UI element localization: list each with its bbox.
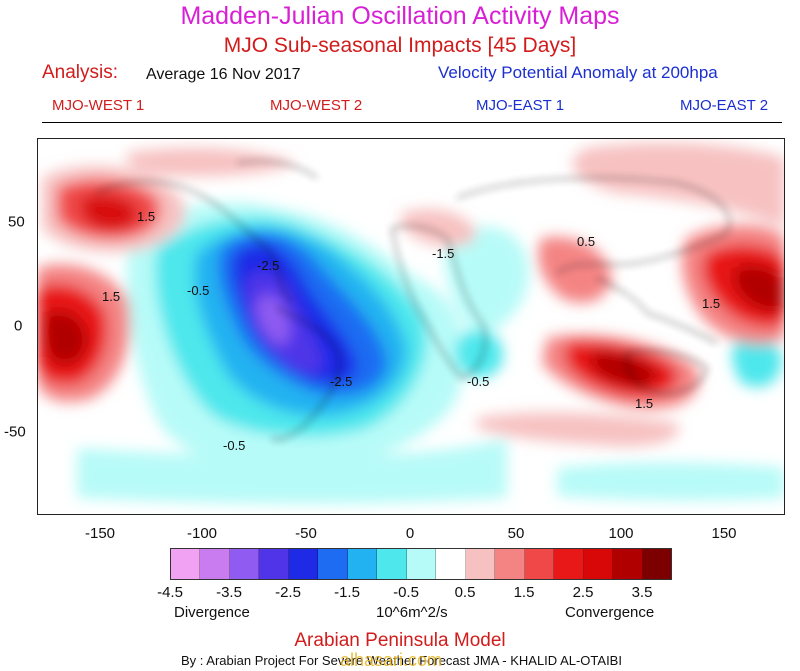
colorbar-tick-label: 3.5 xyxy=(631,584,653,601)
units-label: 10^6m^2/s xyxy=(376,604,448,621)
lat-tick-label: 0 xyxy=(14,317,23,335)
colorbar-swatch xyxy=(171,549,201,579)
contour-label: 0.5 xyxy=(577,234,595,249)
velocity-potential-map: 1.5 -2.5 -0.5 1.5 -2.5 -0.5 -0.5 1.5 1.5… xyxy=(37,138,785,515)
lon-tick-label: 100 xyxy=(608,525,634,542)
colorbar-swatch xyxy=(465,549,496,579)
map-frame xyxy=(37,138,785,515)
analysis-label: Analysis: xyxy=(42,62,119,83)
coastlines xyxy=(96,160,730,441)
divergence-label: Divergence xyxy=(174,604,250,621)
contour-label: -2.5 xyxy=(257,258,279,273)
header-divider xyxy=(42,122,782,123)
colorbar-swatch xyxy=(288,549,319,579)
contour-label: -1.5 xyxy=(432,246,454,261)
phase-label-west-2: MJO-WEST 2 xyxy=(270,97,363,114)
colorbar-swatch xyxy=(495,549,525,579)
contour-labels: 1.5 -2.5 -0.5 1.5 -2.5 -0.5 -0.5 1.5 1.5… xyxy=(102,209,720,453)
colorbar-swatch xyxy=(377,549,407,579)
colorbar-swatch xyxy=(524,549,555,579)
lon-tick-label: -50 xyxy=(295,525,317,542)
colorbar-tick-label: -0.5 xyxy=(393,584,419,601)
contour-label: -2.5 xyxy=(330,374,352,389)
colorbar-swatch xyxy=(229,549,260,579)
colorbar-tick-label: -4.5 xyxy=(157,584,183,601)
colorbar-tick-label: -3.5 xyxy=(216,584,242,601)
colorbar-swatch xyxy=(259,549,289,579)
contour-label: -0.5 xyxy=(223,438,245,453)
contour-label: 1.5 xyxy=(102,289,120,304)
anomaly-field xyxy=(37,142,785,504)
colorbar-swatch xyxy=(347,549,378,579)
colorbar-tick-label: 0.5 xyxy=(454,584,476,601)
colorbar-tick-label: 2.5 xyxy=(572,584,594,601)
colorbar-swatch xyxy=(200,549,230,579)
colorbar-swatch xyxy=(583,549,614,579)
contour-label: 1.5 xyxy=(137,209,155,224)
contour-label: -0.5 xyxy=(187,283,209,298)
lon-tick-label: -100 xyxy=(186,525,218,542)
convergence-label: Convergence xyxy=(565,604,655,621)
colorbar-swatch xyxy=(318,549,348,579)
watermark: alhasari.com xyxy=(340,650,443,670)
model-name: Arabian Peninsula Model xyxy=(294,630,506,651)
field-label: Velocity Potential Anomaly at 200hpa xyxy=(438,63,718,82)
contour-label: 1.5 xyxy=(702,296,720,311)
lon-tick-label: -150 xyxy=(84,525,116,542)
phase-label-east-2: MJO-EAST 2 xyxy=(680,97,769,114)
colorbar-swatch xyxy=(642,549,671,579)
map-title: Madden-Julian Oscillation Activity Maps xyxy=(180,2,620,30)
phase-label-east-1: MJO-EAST 1 xyxy=(476,97,565,114)
colorbar-tick-label: 1.5 xyxy=(513,584,535,601)
colorbar-swatch xyxy=(554,549,584,579)
phase-label-west-1: MJO-WEST 1 xyxy=(52,97,145,114)
lon-tick-label: 150 xyxy=(711,525,737,542)
lon-tick-label: 50 xyxy=(507,525,525,542)
lat-tick-label: -50 xyxy=(4,423,26,441)
colorbar xyxy=(170,548,672,580)
colorbar-swatch xyxy=(406,549,437,579)
colorbar-tick-label: -2.5 xyxy=(275,584,301,601)
analysis-date: Average 16 Nov 2017 xyxy=(146,66,301,83)
colorbar-swatch xyxy=(613,549,643,579)
credit-line: By : Arabian Project For Severe Weather … xyxy=(181,653,622,668)
contour-label: 1.5 xyxy=(635,396,653,411)
colorbar-tick-label: -1.5 xyxy=(334,584,360,601)
lon-tick-label: 0 xyxy=(405,525,415,542)
contour-label: -0.5 xyxy=(467,374,489,389)
lat-tick-label: 50 xyxy=(8,213,25,231)
colorbar-swatch xyxy=(436,549,466,579)
map-subtitle: MJO Sub-seasonal Impacts [45 Days] xyxy=(223,34,577,57)
